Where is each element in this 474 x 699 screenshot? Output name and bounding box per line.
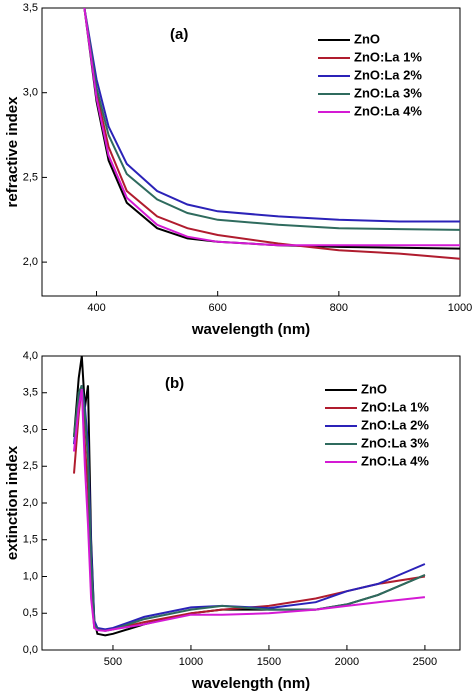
y-axis-label: refractive index [4,96,21,208]
y-tick-label: 0,5 [23,607,38,619]
series-line [73,388,426,632]
x-tick-label: 500 [104,656,122,668]
series-line [83,8,460,260]
y-tick-label: 4,0 [23,350,38,362]
legend-label: ZnO:La 1% [361,399,429,414]
series-line [83,8,460,250]
x-tick-label: 400 [87,302,105,314]
series-group [73,356,426,637]
x-tick-label: 2000 [335,656,359,668]
x-tick-label: 1000 [448,302,472,314]
series-line [83,8,460,223]
legend-label: ZnO [354,31,380,46]
y-tick-label: 1,5 [23,534,38,546]
annotation: (b) [165,375,184,392]
y-tick-label: 3,0 [23,423,38,435]
y-tick-label: 1,0 [23,570,38,582]
series-line [83,8,460,247]
y-tick-label: 3,0 [23,87,38,99]
y-tick-label: 2,5 [23,171,38,183]
x-tick-label: 1000 [179,656,203,668]
y-tick-label: 2,0 [23,497,38,509]
legend-label: ZnO:La 3% [361,435,429,450]
y-tick-label: 2,0 [23,256,38,268]
x-tick-label: 600 [209,302,227,314]
series-line [83,8,460,231]
x-tick-label: 2500 [413,656,437,668]
y-tick-label: 3,5 [23,387,38,399]
x-axis-label: wavelength (nm) [191,675,310,692]
legend-label: ZnO:La 2% [361,417,429,432]
y-tick-label: 2,5 [23,460,38,472]
plot-frame [41,7,461,297]
legend-label: ZnO:La 3% [354,85,422,100]
y-tick-label: 3,5 [23,2,38,14]
x-axis-label: wavelength (nm) [191,321,310,338]
y-axis-label: extinction index [4,445,21,560]
x-tick-label: 1500 [257,656,281,668]
series-line [73,356,426,637]
series-group [83,8,460,260]
legend-label: ZnO:La 4% [361,453,429,468]
legend-label: ZnO:La 4% [354,103,422,118]
legend-label: ZnO [361,381,387,396]
legend-label: ZnO:La 1% [354,49,422,64]
annotation: (a) [170,26,188,43]
y-tick-label: 0,0 [23,644,38,656]
x-tick-label: 800 [330,302,348,314]
legend-label: ZnO:La 2% [354,67,422,82]
